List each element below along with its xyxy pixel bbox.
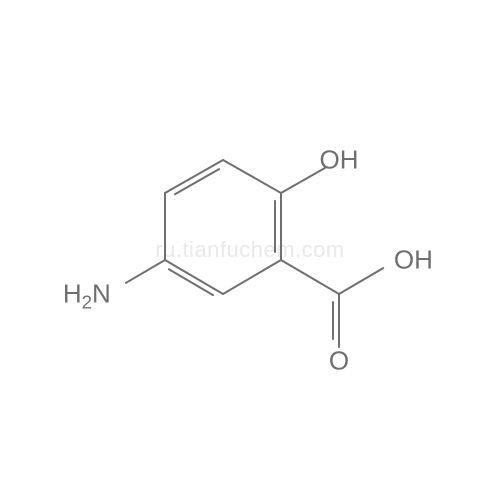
atom-label-o_dbl: O <box>329 346 349 377</box>
atom-label-o_oh_top: OH <box>320 145 359 176</box>
atom-label-o_oh_acid: OH <box>394 245 433 276</box>
structure-canvas: ru.tianfuchem.com OHOHOH2N <box>0 0 500 500</box>
atom-label-n_amino: H2N <box>63 279 111 310</box>
